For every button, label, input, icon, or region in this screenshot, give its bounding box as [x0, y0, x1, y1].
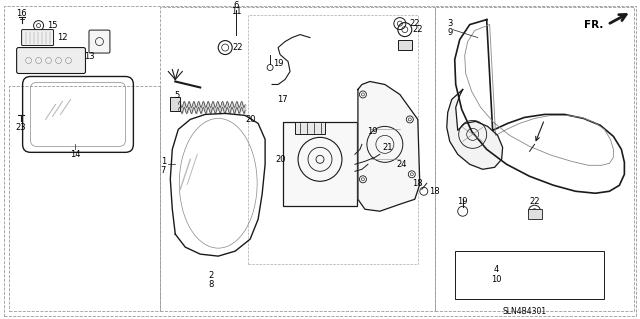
Text: 23: 23 [15, 123, 26, 132]
Text: 2: 2 [209, 271, 214, 279]
Text: 10: 10 [492, 275, 502, 284]
Text: 6: 6 [234, 1, 239, 10]
Bar [455, 251, 604, 299]
FancyBboxPatch shape [89, 30, 110, 53]
Bar [161, 7, 435, 311]
Bar [8, 86, 161, 311]
Text: 12: 12 [57, 33, 68, 42]
Text: 19: 19 [367, 127, 377, 136]
Polygon shape [358, 81, 420, 211]
Bar [435, 7, 634, 311]
Bar [170, 97, 180, 111]
Text: 15: 15 [47, 21, 58, 30]
Text: 5: 5 [175, 91, 180, 100]
Text: 19: 19 [273, 59, 284, 68]
Bar [295, 122, 325, 134]
Text: 11: 11 [231, 7, 241, 16]
Bar [248, 15, 418, 264]
Text: SLN4B4301: SLN4B4301 [502, 307, 547, 315]
Text: 16: 16 [16, 9, 27, 18]
Text: 8: 8 [209, 279, 214, 289]
FancyBboxPatch shape [283, 122, 357, 206]
Text: 22: 22 [410, 19, 420, 28]
Text: 19: 19 [458, 197, 468, 206]
Text: 18: 18 [413, 179, 423, 188]
Text: 17: 17 [276, 95, 287, 104]
Text: FR.: FR. [584, 19, 604, 30]
Text: 13: 13 [84, 52, 95, 61]
Text: 1: 1 [161, 157, 166, 166]
FancyBboxPatch shape [17, 48, 86, 73]
Text: 22: 22 [413, 25, 423, 34]
Text: 4: 4 [494, 264, 499, 274]
FancyBboxPatch shape [22, 30, 54, 46]
Text: 18: 18 [429, 187, 440, 196]
Text: 22: 22 [529, 197, 540, 206]
Bar [527, 209, 541, 219]
Text: 14: 14 [70, 150, 81, 159]
Polygon shape [447, 89, 502, 169]
Text: 20: 20 [245, 115, 255, 124]
Text: 7: 7 [161, 166, 166, 175]
Text: 22: 22 [232, 43, 243, 52]
Text: 20: 20 [276, 155, 286, 164]
Text: 3: 3 [447, 19, 452, 28]
Text: 21: 21 [383, 143, 393, 152]
Bar [398, 40, 412, 49]
Text: 9: 9 [447, 28, 452, 37]
Text: 24: 24 [397, 160, 407, 169]
